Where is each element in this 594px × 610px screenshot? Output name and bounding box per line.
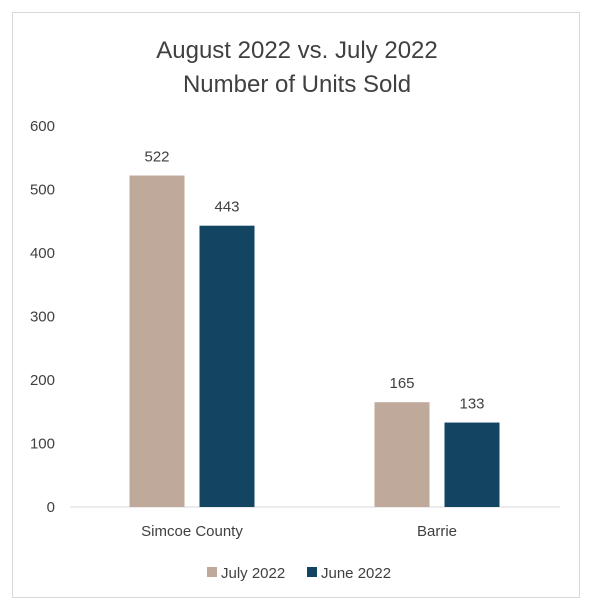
bar [444, 422, 500, 507]
bar [199, 225, 255, 507]
bar [129, 175, 185, 507]
y-tick-label: 300 [30, 309, 55, 326]
chart-title-line-1: August 2022 vs. July 2022 [156, 37, 438, 64]
y-tick-label: 500 [30, 182, 55, 199]
x-tick-label: Barrie [417, 523, 457, 540]
data-label: 133 [459, 396, 484, 413]
chart-title-line-2: Number of Units Sold [183, 71, 411, 98]
data-label: 522 [144, 149, 169, 166]
legend-label: July 2022 [221, 565, 285, 582]
x-tick-label: Simcoe County [141, 523, 243, 540]
y-tick-label: 400 [30, 245, 55, 262]
y-tick-label: 200 [30, 372, 55, 389]
y-tick-label: 0 [47, 499, 55, 516]
y-axis: 0 100 200 300 400 500 600 [30, 118, 55, 516]
y-tick-label: 600 [30, 118, 55, 135]
legend-label: June 2022 [321, 565, 391, 582]
legend: July 2022 June 2022 [207, 565, 391, 582]
legend-swatch [307, 567, 317, 577]
bar [374, 402, 430, 507]
data-label: 443 [214, 199, 239, 216]
data-label: 165 [389, 375, 414, 392]
legend-swatch [207, 567, 217, 577]
x-axis-labels: Simcoe County Barrie [141, 523, 457, 540]
y-tick-label: 100 [30, 436, 55, 453]
bars-group: 522 443 165 133 [129, 149, 500, 507]
